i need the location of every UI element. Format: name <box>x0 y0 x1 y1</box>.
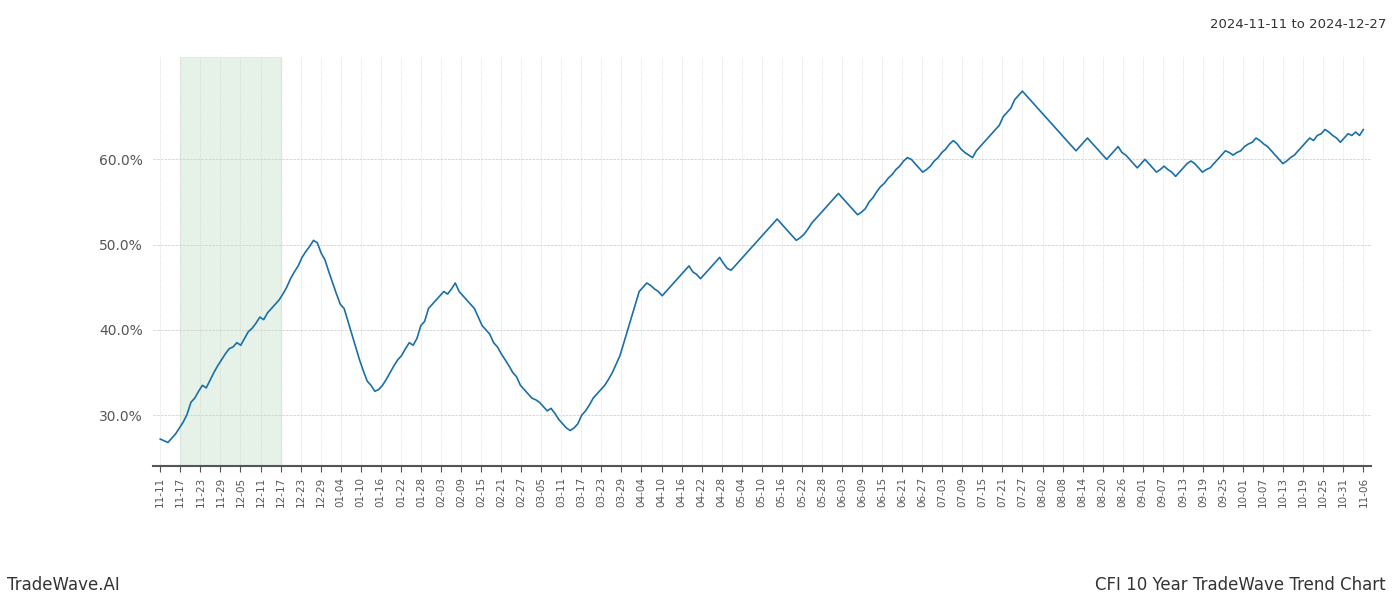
Text: 2024-11-11 to 2024-12-27: 2024-11-11 to 2024-12-27 <box>1210 18 1386 31</box>
Text: TradeWave.AI: TradeWave.AI <box>7 576 120 594</box>
Bar <box>181 57 280 466</box>
Text: CFI 10 Year TradeWave Trend Chart: CFI 10 Year TradeWave Trend Chart <box>1095 576 1386 594</box>
